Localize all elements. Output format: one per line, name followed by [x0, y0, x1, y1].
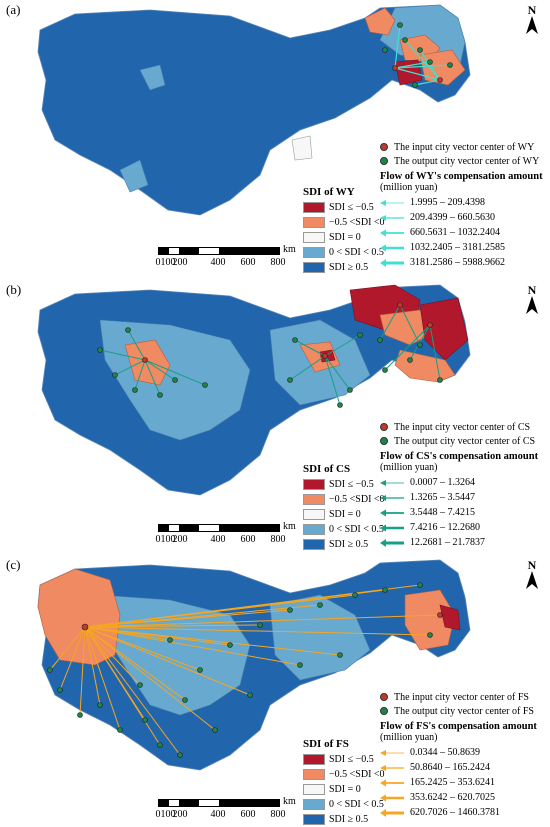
- sdi-legend-title: SDI of CS: [303, 463, 351, 475]
- sdi-legend-item: −0.5 <SDI <0: [303, 767, 385, 782]
- sdi-legend-item: −0.5 <SDI <0: [303, 492, 385, 507]
- north-arrow-icon: [526, 16, 538, 34]
- map-b: [37, 284, 471, 496]
- north-arrow: N: [522, 4, 542, 39]
- north-arrow-icon: [526, 571, 538, 589]
- flow-legend-item: 3.5448 – 7.4215: [380, 505, 538, 520]
- sdi-legend-title: SDI of WY: [303, 186, 355, 198]
- scale-unit: km: [283, 521, 296, 532]
- north-label: N: [527, 283, 537, 297]
- panel-label: (a): [6, 2, 21, 17]
- north-label: N: [527, 3, 537, 17]
- flow-legend-item: 50.8640 – 165.2424: [380, 760, 537, 775]
- north-arrow: N: [522, 559, 542, 594]
- input-legend-item: The input city vector center of CS: [380, 420, 538, 434]
- panel-label: (b): [6, 282, 22, 297]
- sdi-legend-item: 0 < SDI < 0.5: [303, 797, 385, 812]
- sdi-legend-item: SDI ≤ −0.5: [303, 752, 385, 767]
- north-arrow-icon: [526, 296, 538, 314]
- flow-legend-item: 209.4399 – 660.5630: [380, 210, 543, 225]
- flow-legend-title: Flow of CS's compensation amount: [380, 451, 539, 462]
- scale-unit: km: [283, 796, 296, 807]
- sdi-legend-item: −0.5 <SDI <0: [303, 215, 385, 230]
- sdi-legend-item: SDI = 0: [303, 782, 385, 797]
- flow-legend-item: 353.6242 – 620.7025: [380, 790, 537, 805]
- flow-legend-item: 1032.2405 – 3181.2585: [380, 240, 543, 255]
- flow-legend-item: 7.4216 – 12.2680: [380, 520, 538, 535]
- scale-bar: km 0 100 200 400 600 800: [155, 796, 296, 820]
- north-arrow: N: [522, 284, 542, 319]
- output-legend-item: The output city vector center of CS: [380, 434, 538, 448]
- flow-legend-item: 0.0007 – 1.3264: [380, 475, 538, 490]
- flow-legend-unit: (million yuan): [380, 182, 438, 193]
- sdi-legend-item: SDI ≥ 0.5: [303, 812, 385, 827]
- sdi-legend: SDI of FS SDI ≤ −0.5 −0.5 <SDI <0 SDI = …: [303, 738, 385, 827]
- flow-legend-title: Flow of FS's compensation amount: [380, 721, 537, 732]
- flow-legend-item: 12.2681 – 21.7837: [380, 535, 538, 550]
- sdi-legend-item: SDI ≥ 0.5: [303, 260, 385, 275]
- panel-a: (a) N SDI of WY SDI ≤ −0.5 −0.5 <SDI <0 …: [0, 0, 550, 273]
- panel-c: (c) N SDI of FS SDI ≤ −0.5 −0.5 <SDI <0 …: [0, 555, 550, 825]
- flow-legend-unit: (million yuan): [380, 462, 438, 473]
- input-legend-item: The input city vector center of FS: [380, 690, 537, 704]
- flow-legend-title: Flow of WY's compensation amount: [380, 171, 543, 182]
- sdi-legend: SDI of WY SDI ≤ −0.5 −0.5 <SDI <0 SDI = …: [303, 186, 385, 275]
- sdi-legend-item: SDI ≥ 0.5: [303, 537, 385, 552]
- output-legend-item: The output city vector center of FS: [380, 704, 537, 718]
- sdi-legend-item: SDI = 0: [303, 507, 385, 522]
- flow-legend-item: 165.2425 – 353.6241: [380, 775, 537, 790]
- flow-legend: The input city vector center of CS The o…: [380, 420, 538, 550]
- scale-bar: km 0 100 200 400 600 800: [155, 244, 296, 268]
- input-legend-item: The input city vector center of WY: [380, 140, 543, 154]
- north-label: N: [527, 558, 537, 572]
- map-a: [37, 4, 471, 216]
- map-c: [37, 559, 471, 771]
- flow-legend-item: 620.7026 – 1460.3781: [380, 805, 537, 820]
- output-legend-item: The output city vector center of WY: [380, 154, 543, 168]
- sdi-legend: SDI of CS SDI ≤ −0.5 −0.5 <SDI <0 SDI = …: [303, 463, 385, 552]
- scale-bar: km 0 100 200 400 600 800: [155, 521, 296, 545]
- sdi-legend-item: 0 < SDI < 0.5: [303, 245, 385, 260]
- panel-b: (b) N SDI of CS SDI ≤ −0.5 −0.5 <SDI <0 …: [0, 280, 550, 550]
- sdi-legend-item: SDI ≤ −0.5: [303, 200, 385, 215]
- flow-legend-item: 1.9995 – 209.4398: [380, 195, 543, 210]
- flow-legend-unit: (million yuan): [380, 732, 438, 743]
- sdi-legend-item: 0 < SDI < 0.5: [303, 522, 385, 537]
- flow-legend-item: 1.3265 – 3.5447: [380, 490, 538, 505]
- flow-legend-item: 0.0344 – 50.8639: [380, 745, 537, 760]
- flow-legend-item: 660.5631 – 1032.2404: [380, 225, 543, 240]
- sdi-legend-title: SDI of FS: [303, 738, 349, 750]
- flow-legend-item: 3181.2586 – 5988.9662: [380, 255, 543, 270]
- sdi-legend-item: SDI = 0: [303, 230, 385, 245]
- flow-legend: The input city vector center of FS The o…: [380, 690, 537, 820]
- flow-legend: The input city vector center of WY The o…: [380, 140, 543, 270]
- scale-unit: km: [283, 244, 296, 255]
- panel-label: (c): [6, 557, 21, 572]
- sdi-legend-item: SDI ≤ −0.5: [303, 477, 385, 492]
